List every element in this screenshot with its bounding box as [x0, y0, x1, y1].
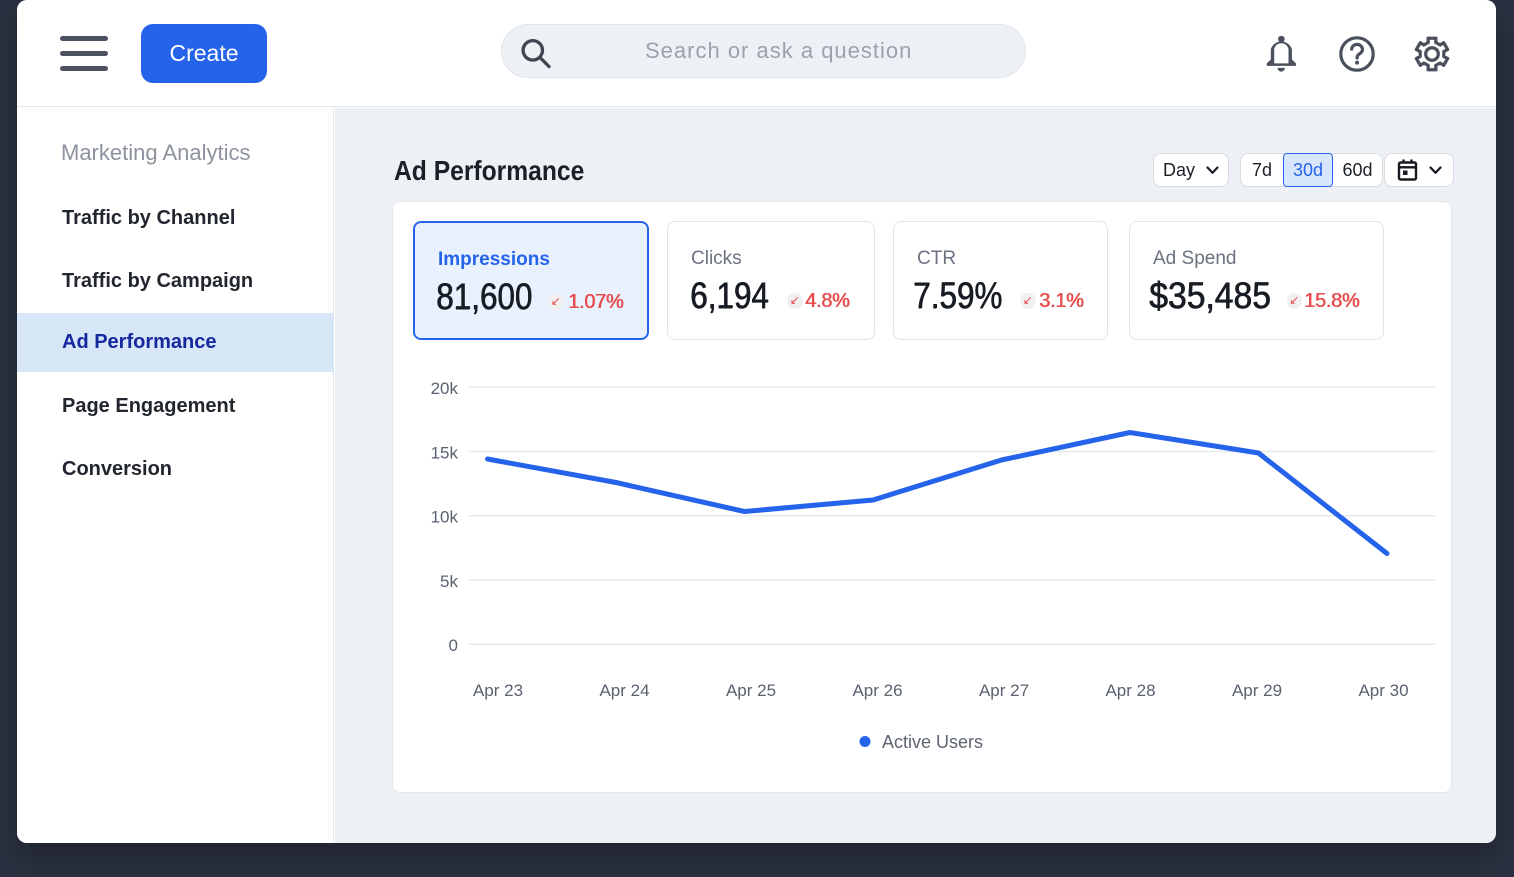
svg-text:Apr 24: Apr 24 — [599, 681, 649, 700]
svg-text:Apr 27: Apr 27 — [979, 681, 1029, 700]
svg-text:15k: 15k — [431, 443, 459, 462]
svg-text:5k: 5k — [440, 572, 458, 591]
svg-text:Apr 25: Apr 25 — [726, 681, 776, 700]
svg-text:Apr 26: Apr 26 — [852, 681, 902, 700]
svg-text:10k: 10k — [431, 508, 459, 527]
svg-text:Apr 23: Apr 23 — [473, 681, 523, 700]
svg-text:0: 0 — [449, 636, 458, 655]
svg-text:20k: 20k — [431, 379, 459, 398]
svg-text:Apr 30: Apr 30 — [1358, 681, 1408, 700]
svg-text:Active Users: Active Users — [882, 732, 983, 752]
svg-text:Apr 28: Apr 28 — [1105, 681, 1155, 700]
svg-text:Apr 29: Apr 29 — [1232, 681, 1282, 700]
